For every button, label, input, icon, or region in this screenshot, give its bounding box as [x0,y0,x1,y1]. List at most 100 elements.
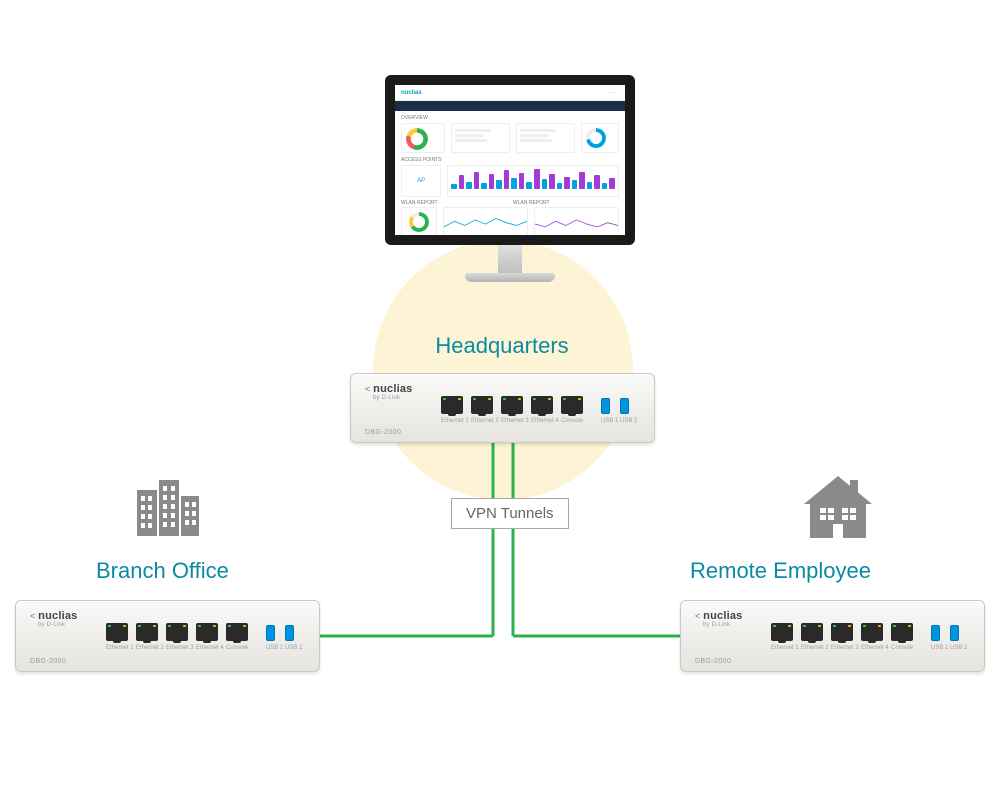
router-brand: < nucliasby D-Link [365,383,412,401]
bar [466,182,472,190]
usb-port [931,625,940,641]
dash-bar-chart [447,165,619,197]
hq-monitor: nuclias · · · · OVERVIEW [375,75,645,282]
port-label: Ethernet 3 [831,645,859,651]
dash-line-2 [534,207,619,237]
dashboard-topbar: nuclias · · · · [395,85,625,101]
port-label: Ethernet 1 [771,645,799,651]
ethernet-port [771,623,793,641]
house-icon [800,470,876,551]
usb-port [620,398,629,414]
router-usb-ports [266,625,294,641]
dash-line-1 [443,207,528,237]
usb-port [266,625,275,641]
hq-label: Headquarters [412,333,592,359]
port-label: USB 1 [601,418,618,424]
branch-label: Branch Office [96,558,229,584]
router-usb-ports [601,398,629,414]
bar [459,175,465,189]
bar [474,172,480,190]
dashboard-logo: nuclias [401,90,422,96]
port-label: Ethernet 2 [471,418,499,424]
port-label: USB 1 [931,645,948,651]
bar [557,183,563,189]
ethernet-port [166,623,188,641]
port-label: Ethernet 2 [136,645,164,651]
router-usb-ports [931,625,959,641]
dash-ap-badge: AP [401,165,441,197]
bar [587,182,593,190]
port-label: Ethernet 3 [501,418,529,424]
router-brand: < nucliasby D-Link [30,610,77,628]
ethernet-port [861,623,883,641]
router-ports [771,623,913,641]
ethernet-port [501,396,523,414]
dash-list-1 [451,123,510,153]
dash-list-2 [516,123,575,153]
router-model: DBG-2000 [365,429,401,436]
router-hq: < nucliasby D-LinkDBG-2000Ethernet 1Ethe… [350,373,655,443]
dash-section-4: WLAN REPORT [513,200,619,206]
bar [511,178,517,189]
bar [579,172,585,190]
remote-label: Remote Employee [690,558,871,584]
port-label: Ethernet 4 [531,418,559,424]
usb-port [285,625,294,641]
port-label: Console [561,418,583,424]
port-label: Ethernet 2 [801,645,829,651]
ethernet-port [801,623,823,641]
dashboard-navbar [395,101,625,111]
bar [526,182,532,190]
dash-donut-2 [581,123,619,153]
bar [609,178,615,189]
router-remote: < nucliasby D-LinkDBG-2000Ethernet 1Ethe… [680,600,985,672]
port-label: Ethernet 4 [861,645,889,651]
ethernet-port [891,623,913,641]
bar [481,183,487,189]
dash-donut-3 [401,207,437,237]
port-label: Ethernet 1 [106,645,134,651]
ethernet-port [136,623,158,641]
ethernet-port [226,623,248,641]
bar [564,177,570,190]
port-label: Ethernet 3 [166,645,194,651]
bar [496,180,502,189]
router-model: DBG-2000 [695,658,731,665]
usb-port [950,625,959,641]
bar [534,169,540,189]
usb-port [601,398,610,414]
bar [572,180,578,189]
port-label: Ethernet 4 [196,645,224,651]
ethernet-port [441,396,463,414]
ethernet-port [531,396,553,414]
building-icon [131,470,203,547]
router-model: DBG-2000 [30,658,66,665]
port-label: USB 2 [620,418,637,424]
dash-section-3: WLAN REPORT [401,200,507,206]
bar [549,174,555,189]
ethernet-port [196,623,218,641]
bar [594,175,600,189]
dash-donut-1 [401,123,445,153]
ethernet-port [471,396,493,414]
bar [542,179,548,189]
dash-section-1: OVERVIEW [401,115,619,121]
dash-section-2: ACCESS POINTS [401,157,619,163]
vpn-tunnels-box: VPN Tunnels [451,498,569,529]
bar [451,184,457,189]
bar [489,174,495,189]
router-brand: < nucliasby D-Link [695,610,742,628]
ethernet-port [106,623,128,641]
port-label: USB 2 [950,645,967,651]
diagram-stage: nuclias · · · · OVERVIEW [0,0,1000,800]
router-branch: < nucliasby D-LinkDBG-2000Ethernet 1Ethe… [15,600,320,672]
monitor-stand [375,245,645,282]
port-label: Console [226,645,248,651]
port-label: Console [891,645,913,651]
router-ports [441,396,583,414]
monitor-screen: nuclias · · · · OVERVIEW [385,75,635,245]
bar [504,170,510,189]
ethernet-port [831,623,853,641]
port-label: USB 1 [266,645,283,651]
bar [602,183,608,189]
